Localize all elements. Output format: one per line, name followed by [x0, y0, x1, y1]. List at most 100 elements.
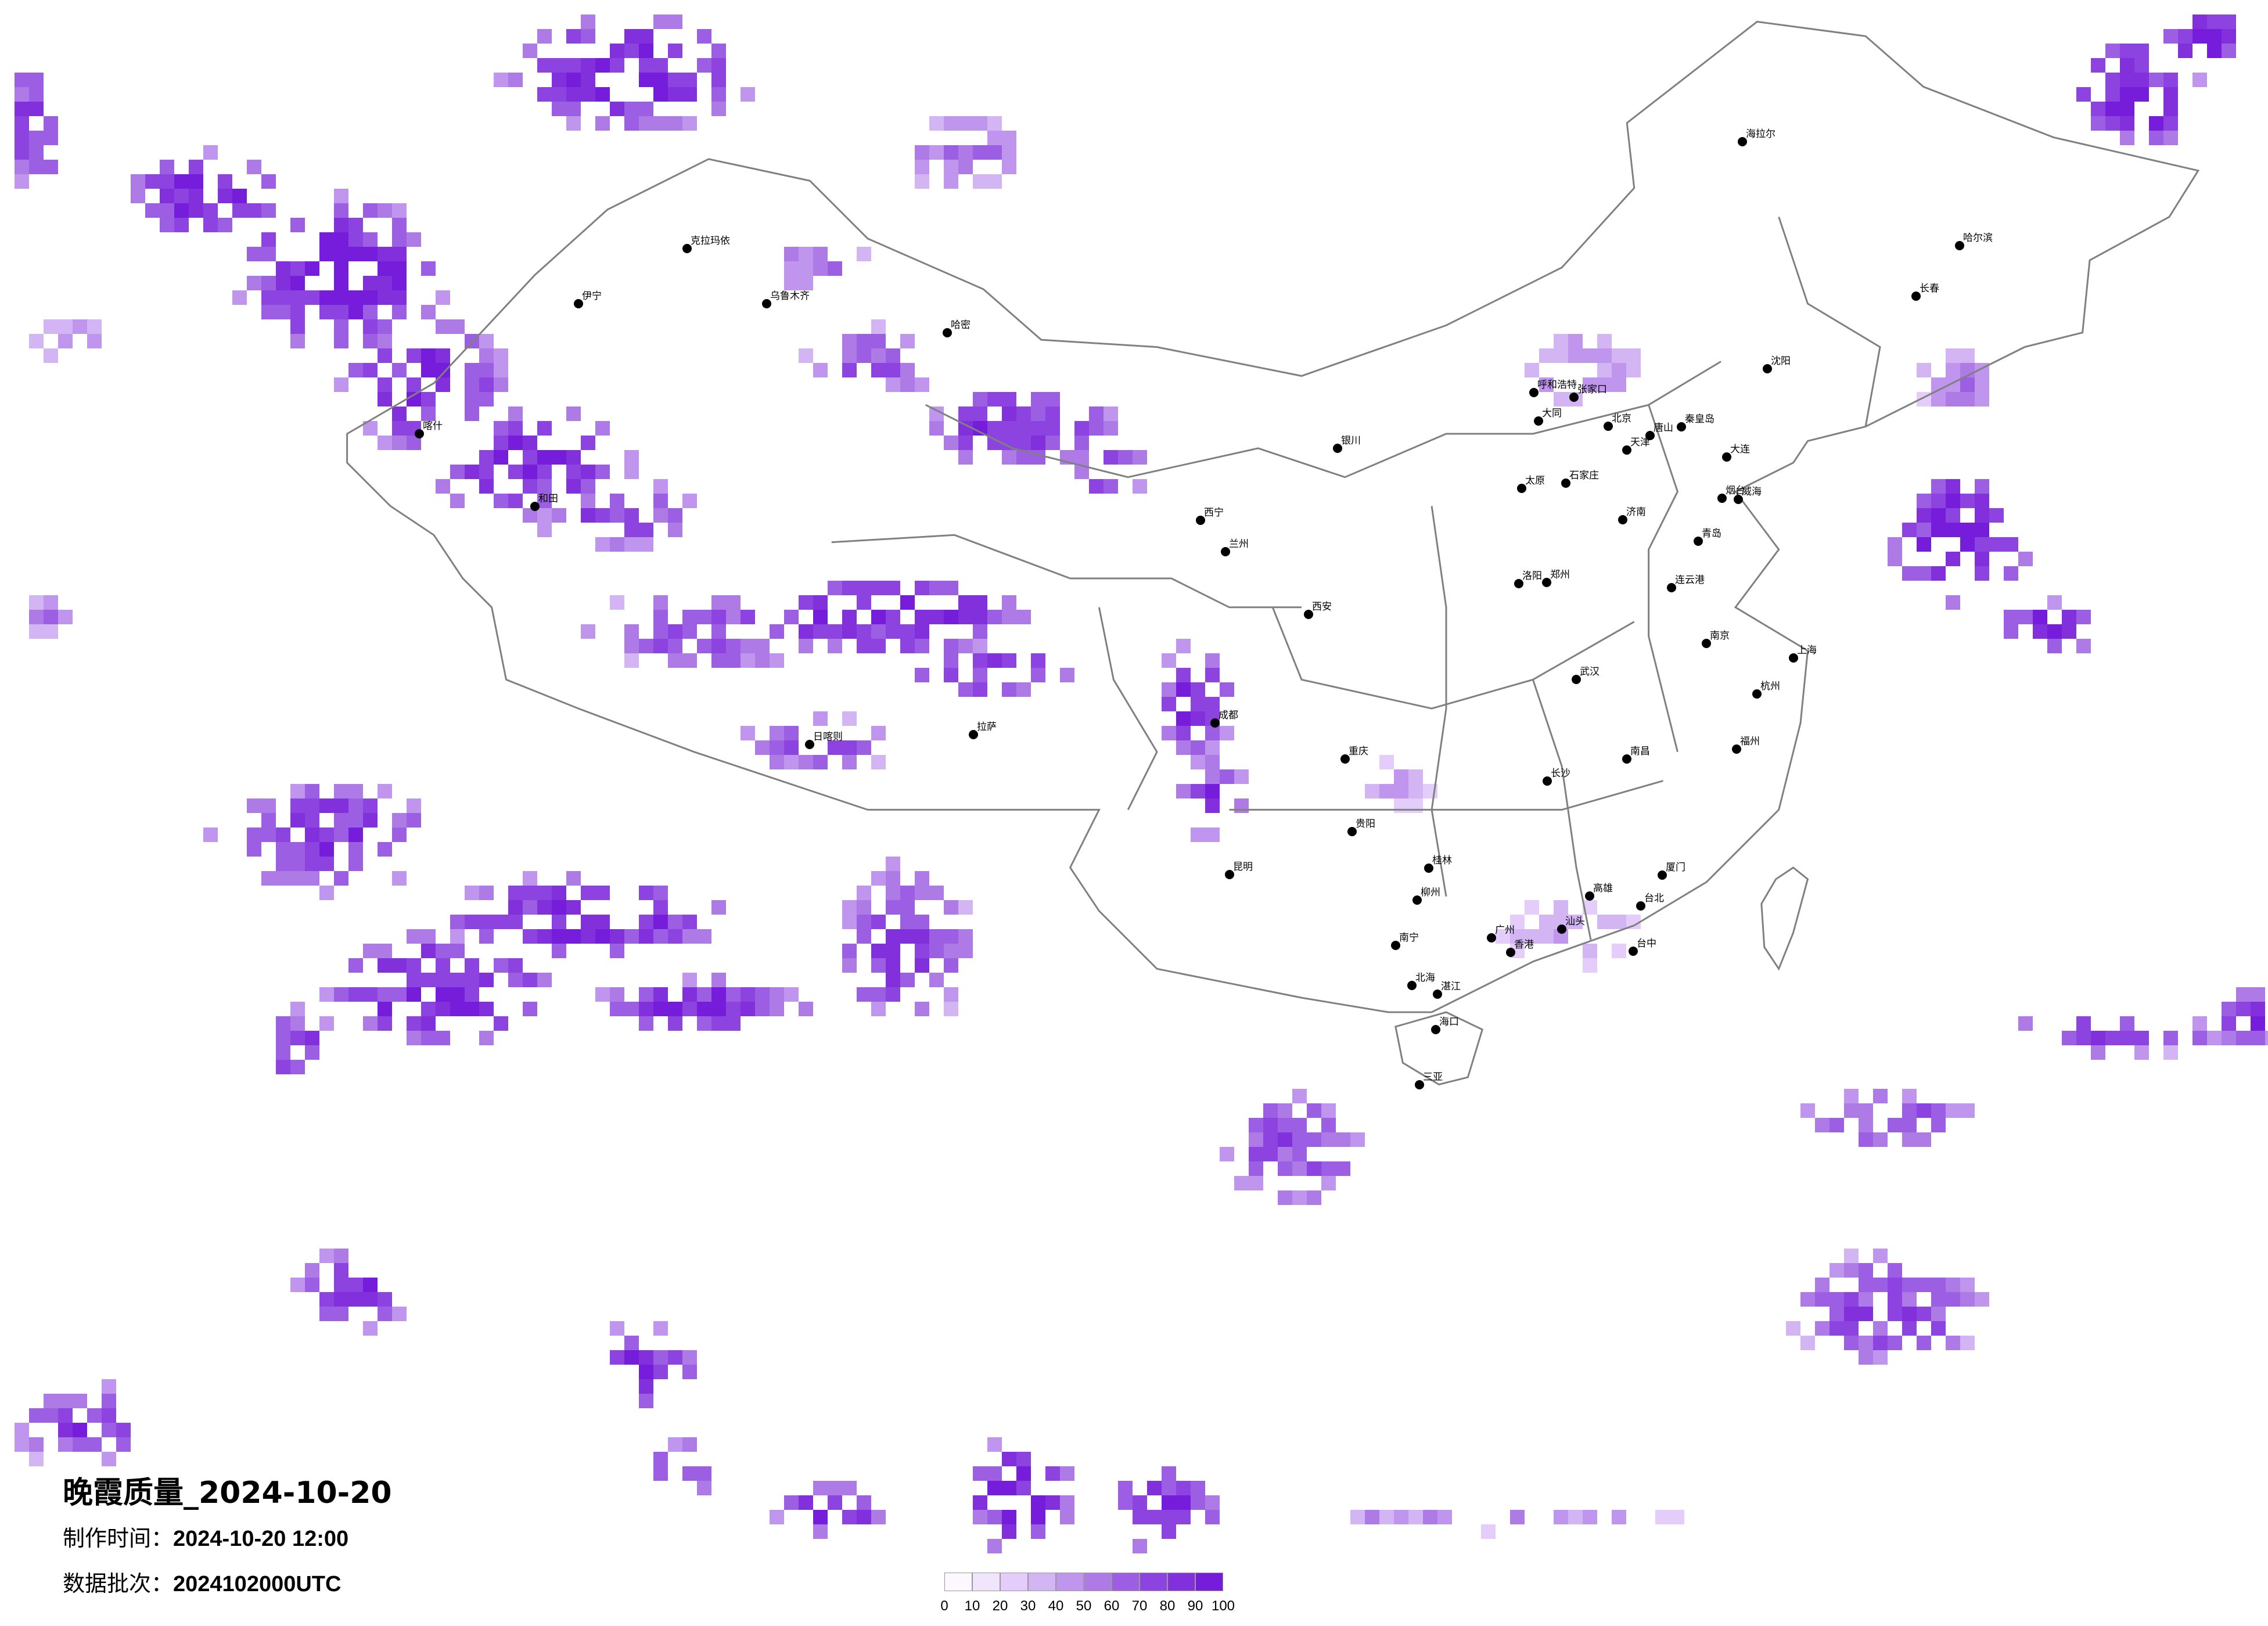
raster-cell: [581, 58, 595, 73]
raster-cell: [494, 494, 508, 508]
raster-cell: [1205, 697, 1220, 711]
raster-cell: [334, 813, 348, 828]
raster-cell: [523, 436, 537, 450]
raster-cell: [1946, 1103, 1960, 1118]
raster-cell: [29, 1452, 44, 1466]
raster-cell: [1960, 1292, 1975, 1307]
raster-cell: [1002, 653, 1016, 668]
raster-cell: [1191, 828, 1205, 842]
raster-cell: [1191, 740, 1205, 755]
raster-cell: [624, 1350, 639, 1365]
raster-cell: [392, 813, 407, 828]
raster-cell: [319, 828, 334, 842]
raster-cell: [1917, 1278, 1931, 1292]
raster-cell: [668, 508, 682, 523]
raster-cell: [1975, 1292, 1989, 1307]
raster-cell: [842, 624, 857, 639]
raster-cell: [857, 247, 871, 261]
raster-cell: [813, 610, 828, 624]
raster-cell: [581, 436, 595, 450]
city-marker: [1677, 422, 1686, 431]
raster-cell: [261, 247, 276, 261]
raster-cell: [348, 247, 363, 261]
legend-tick-label: 0: [940, 1598, 948, 1614]
raster-cell: [639, 116, 653, 131]
raster-cell: [929, 145, 944, 160]
raster-cell: [392, 871, 407, 886]
raster-cell: [711, 73, 726, 87]
raster-cell: [653, 479, 668, 494]
raster-cell: [1031, 1495, 1045, 1510]
raster-cell: [1902, 1307, 1917, 1321]
raster-cell: [799, 247, 813, 261]
raster-cell: [15, 1437, 29, 1452]
raster-cell: [1888, 1336, 1902, 1350]
city-marker: [1407, 981, 1417, 990]
raster-cell: [2004, 566, 2018, 581]
raster-cell: [2062, 610, 2076, 624]
raster-cell: [421, 1016, 436, 1031]
raster-cell: [1917, 494, 1931, 508]
raster-cell: [2163, 1045, 2178, 1060]
raster-cell: [1263, 1147, 1278, 1161]
raster-cell: [581, 624, 595, 639]
raster-cell: [290, 334, 305, 348]
raster-cell: [2236, 1031, 2251, 1045]
raster-cell: [537, 523, 552, 537]
raster-cell: [1118, 1481, 1133, 1495]
raster-cell: [1830, 1118, 1844, 1132]
raster-cell: [261, 203, 276, 218]
raster-cell: [871, 363, 886, 377]
raster-cell: [1191, 682, 1205, 697]
raster-cell: [552, 915, 566, 929]
raster-cell: [1902, 1292, 1917, 1307]
raster-cell: [711, 639, 726, 653]
raster-cell: [1045, 406, 1060, 421]
raster-cell: [1917, 1132, 1931, 1147]
raster-cell: [552, 508, 566, 523]
raster-cell: [363, 798, 378, 813]
raster-cell: [276, 276, 290, 290]
raster-cell: [537, 58, 552, 73]
raster-cell: [407, 929, 421, 944]
raster-cell: [1234, 1176, 1249, 1190]
raster-cell: [508, 886, 523, 900]
raster-cell: [2105, 44, 2120, 58]
raster-cell: [697, 987, 711, 1002]
raster-cell: [595, 116, 610, 131]
raster-cell: [1960, 1103, 1975, 1118]
city-label: 烟台: [1726, 485, 1745, 497]
raster-cell: [15, 131, 29, 145]
province-border: [1098, 607, 1158, 811]
raster-cell: [828, 1481, 842, 1495]
raster-cell: [886, 363, 900, 377]
raster-cell: [915, 871, 929, 886]
raster-cell: [581, 929, 595, 944]
raster-cell: [755, 639, 770, 653]
city-label: 桂林: [1432, 855, 1452, 866]
raster-cell: [1539, 929, 1554, 944]
city-label: 福州: [1740, 736, 1760, 747]
raster-cell: [1176, 682, 1191, 697]
raster-cell: [828, 1495, 842, 1510]
raster-cell: [334, 1249, 348, 1263]
raster-cell: [595, 465, 610, 479]
raster-cell: [58, 319, 73, 334]
city-marker: [1694, 537, 1703, 546]
raster-cell: [1031, 450, 1045, 465]
raster-cell: [1931, 1118, 1946, 1132]
raster-cell: [2192, 1031, 2207, 1045]
raster-cell: [29, 610, 44, 624]
raster-cell: [421, 363, 436, 377]
city-marker: [1569, 393, 1579, 402]
raster-cell: [334, 334, 348, 348]
city-marker: [1734, 495, 1743, 504]
raster-cell: [523, 465, 537, 479]
raster-cell: [653, 1365, 668, 1379]
production-time: 制作时间：2024-10-20 12:00: [63, 1526, 349, 1551]
raster-cell: [1031, 1510, 1045, 1524]
raster-cell: [639, 1379, 653, 1394]
raster-cell: [1162, 726, 1176, 740]
raster-cell: [1946, 363, 1960, 377]
raster-cell: [1074, 450, 1089, 465]
